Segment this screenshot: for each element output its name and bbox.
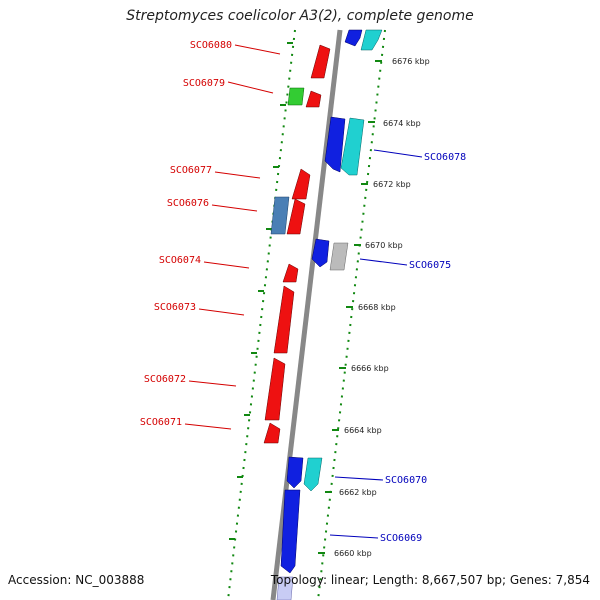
gene-label-sco6072[interactable]: SCO6072 <box>144 374 186 385</box>
gene-arrow <box>282 263 299 283</box>
gene-arrow <box>286 198 306 235</box>
kbp-label: 6664 kbp <box>344 426 382 435</box>
gene-arrow <box>280 489 301 574</box>
genome-summary-text: Topology: linear; Length: 8,667,507 bp; … <box>270 573 590 587</box>
left-gene-features <box>263 44 331 444</box>
right-tick-marks <box>318 60 382 554</box>
gene-arrow <box>270 196 290 235</box>
gene-label-sco6080[interactable]: SCO6080 <box>190 40 232 51</box>
kbp-label: 6666 kbp <box>351 364 389 373</box>
gene-arrow <box>273 285 295 354</box>
kbp-label: 6676 kbp <box>392 57 430 66</box>
left-leader-lines <box>184 44 281 430</box>
gene-arrow <box>311 238 330 268</box>
gene-arrow <box>286 456 304 489</box>
gene-arrow <box>340 117 365 176</box>
left-tick-marks <box>229 42 293 540</box>
gene-label-sco6071[interactable]: SCO6071 <box>140 417 182 428</box>
kbp-tick-labels: 6676 kbp 6674 kbp 6672 kbp 6670 kbp 6668… <box>334 57 430 558</box>
right-gene-labels: SCO6078 SCO6075 SCO6070 SCO6069 <box>380 152 466 544</box>
accession-text: Accession: NC_003888 <box>8 573 145 587</box>
gene-label-sco6075[interactable]: SCO6075 <box>409 260 451 271</box>
kbp-label: 6668 kbp <box>358 303 396 312</box>
gene-label-sco6076[interactable]: SCO6076 <box>167 198 209 209</box>
right-leader-lines <box>329 149 423 539</box>
gene-label-sco6077[interactable]: SCO6077 <box>170 165 212 176</box>
kbp-label: 6672 kbp <box>373 180 411 189</box>
gene-arrow <box>264 357 286 421</box>
gene-arrow <box>360 29 383 51</box>
kbp-label: 6662 kbp <box>339 488 377 497</box>
right-gene-features <box>276 29 383 600</box>
gene-arrow <box>329 242 349 271</box>
gene-arrow <box>305 90 322 108</box>
gene-label-sco6073[interactable]: SCO6073 <box>154 302 196 313</box>
gene-label-sco6070[interactable]: SCO6070 <box>385 475 427 486</box>
gene-label-sco6069[interactable]: SCO6069 <box>380 533 422 544</box>
kbp-label: 6660 kbp <box>334 549 372 558</box>
gene-arrow <box>310 44 331 79</box>
gene-arrow <box>263 422 281 444</box>
gene-label-sco6074[interactable]: SCO6074 <box>159 255 201 266</box>
kbp-label: 6670 kbp <box>365 241 403 250</box>
gene-label-sco6079[interactable]: SCO6079 <box>183 78 225 89</box>
left-gene-labels: SCO6080 SCO6079 SCO6077 SCO6076 SCO6074 … <box>140 40 232 428</box>
gene-label-sco6078[interactable]: SCO6078 <box>424 152 466 163</box>
gene-arrow <box>324 116 346 173</box>
gene-arrow <box>287 87 305 106</box>
gene-arrow <box>303 457 323 492</box>
gene-arrow <box>291 168 311 200</box>
gene-arrow <box>344 29 363 47</box>
kbp-label: 6674 kbp <box>383 119 421 128</box>
gene-arrow <box>276 576 294 600</box>
genome-title: Streptomyces coelicolor A3(2), complete … <box>126 8 474 24</box>
